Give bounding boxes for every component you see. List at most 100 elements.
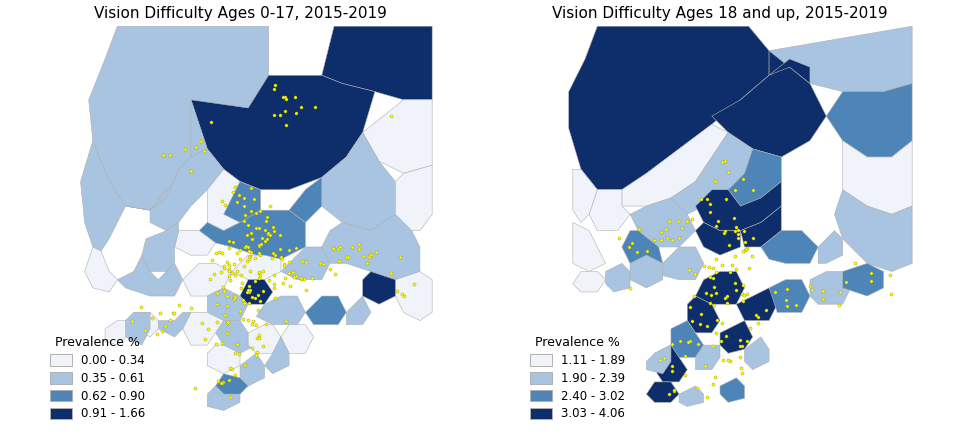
- Polygon shape: [240, 353, 265, 386]
- Point: [166, 310, 181, 317]
- Point: [255, 343, 271, 350]
- Point: [248, 254, 263, 261]
- Point: [325, 245, 341, 252]
- Point: [225, 238, 240, 245]
- Point: [720, 168, 735, 175]
- Point: [621, 244, 636, 251]
- Point: [383, 269, 398, 276]
- Polygon shape: [199, 210, 305, 259]
- Point: [253, 240, 269, 248]
- Point: [697, 362, 712, 369]
- Point: [815, 288, 830, 295]
- Point: [221, 319, 236, 326]
- Point: [244, 344, 259, 351]
- Polygon shape: [249, 325, 281, 353]
- Point: [222, 277, 237, 284]
- Point: [238, 242, 253, 249]
- Point: [307, 103, 323, 110]
- Point: [252, 207, 268, 214]
- Polygon shape: [630, 198, 695, 247]
- Point: [236, 195, 252, 202]
- Point: [188, 143, 204, 150]
- Point: [215, 249, 230, 256]
- Point: [236, 262, 252, 269]
- Point: [218, 311, 233, 318]
- Point: [187, 385, 203, 392]
- Point: [882, 271, 898, 278]
- Polygon shape: [818, 231, 843, 263]
- Point: [247, 195, 262, 202]
- Point: [359, 260, 374, 267]
- Point: [736, 228, 752, 235]
- Point: [213, 268, 228, 275]
- Point: [838, 278, 853, 286]
- Point: [266, 85, 281, 92]
- Polygon shape: [589, 190, 630, 231]
- Point: [703, 274, 718, 281]
- Point: [249, 322, 264, 329]
- Point: [737, 247, 753, 254]
- Point: [611, 234, 626, 241]
- Point: [268, 81, 283, 88]
- Point: [225, 188, 240, 195]
- Point: [680, 217, 695, 224]
- Polygon shape: [622, 231, 662, 271]
- Point: [706, 380, 721, 387]
- Point: [716, 230, 732, 237]
- Point: [231, 350, 247, 357]
- Polygon shape: [843, 263, 883, 296]
- Point: [255, 287, 271, 294]
- Point: [714, 262, 730, 269]
- Polygon shape: [396, 165, 432, 231]
- Point: [731, 230, 746, 237]
- Polygon shape: [84, 247, 117, 292]
- Point: [863, 269, 878, 276]
- Point: [714, 320, 730, 327]
- Point: [737, 238, 753, 245]
- Polygon shape: [191, 75, 375, 190]
- Point: [252, 274, 267, 281]
- Point: [216, 284, 231, 291]
- Polygon shape: [606, 263, 630, 292]
- Point: [244, 207, 259, 214]
- Point: [228, 350, 243, 357]
- Point: [293, 275, 308, 282]
- Point: [815, 296, 830, 303]
- Point: [248, 294, 263, 301]
- Point: [697, 263, 712, 270]
- Point: [728, 266, 743, 273]
- Point: [254, 234, 270, 241]
- Point: [211, 378, 227, 385]
- Point: [266, 227, 281, 234]
- Polygon shape: [671, 133, 753, 214]
- Polygon shape: [126, 312, 150, 345]
- Point: [213, 380, 228, 387]
- Polygon shape: [207, 345, 240, 374]
- Point: [706, 302, 721, 309]
- Point: [171, 302, 186, 309]
- Polygon shape: [142, 222, 179, 271]
- Point: [666, 388, 682, 395]
- Point: [664, 362, 680, 370]
- Point: [863, 278, 878, 285]
- Point: [678, 353, 693, 360]
- Point: [693, 310, 708, 317]
- Point: [252, 242, 267, 249]
- Point: [728, 228, 743, 235]
- Point: [219, 320, 234, 327]
- Point: [229, 250, 245, 257]
- Point: [244, 248, 259, 255]
- Point: [240, 221, 255, 228]
- Point: [708, 222, 723, 229]
- Point: [332, 243, 348, 250]
- Point: [330, 245, 346, 252]
- Polygon shape: [322, 26, 432, 100]
- Point: [720, 300, 735, 307]
- Title: Vision Difficulty Ages 18 and up, 2015-2019: Vision Difficulty Ages 18 and up, 2015-2…: [552, 6, 888, 21]
- Point: [687, 271, 703, 278]
- Point: [232, 307, 248, 314]
- Point: [262, 202, 277, 210]
- Point: [238, 361, 253, 368]
- Point: [202, 276, 217, 283]
- Polygon shape: [182, 312, 224, 345]
